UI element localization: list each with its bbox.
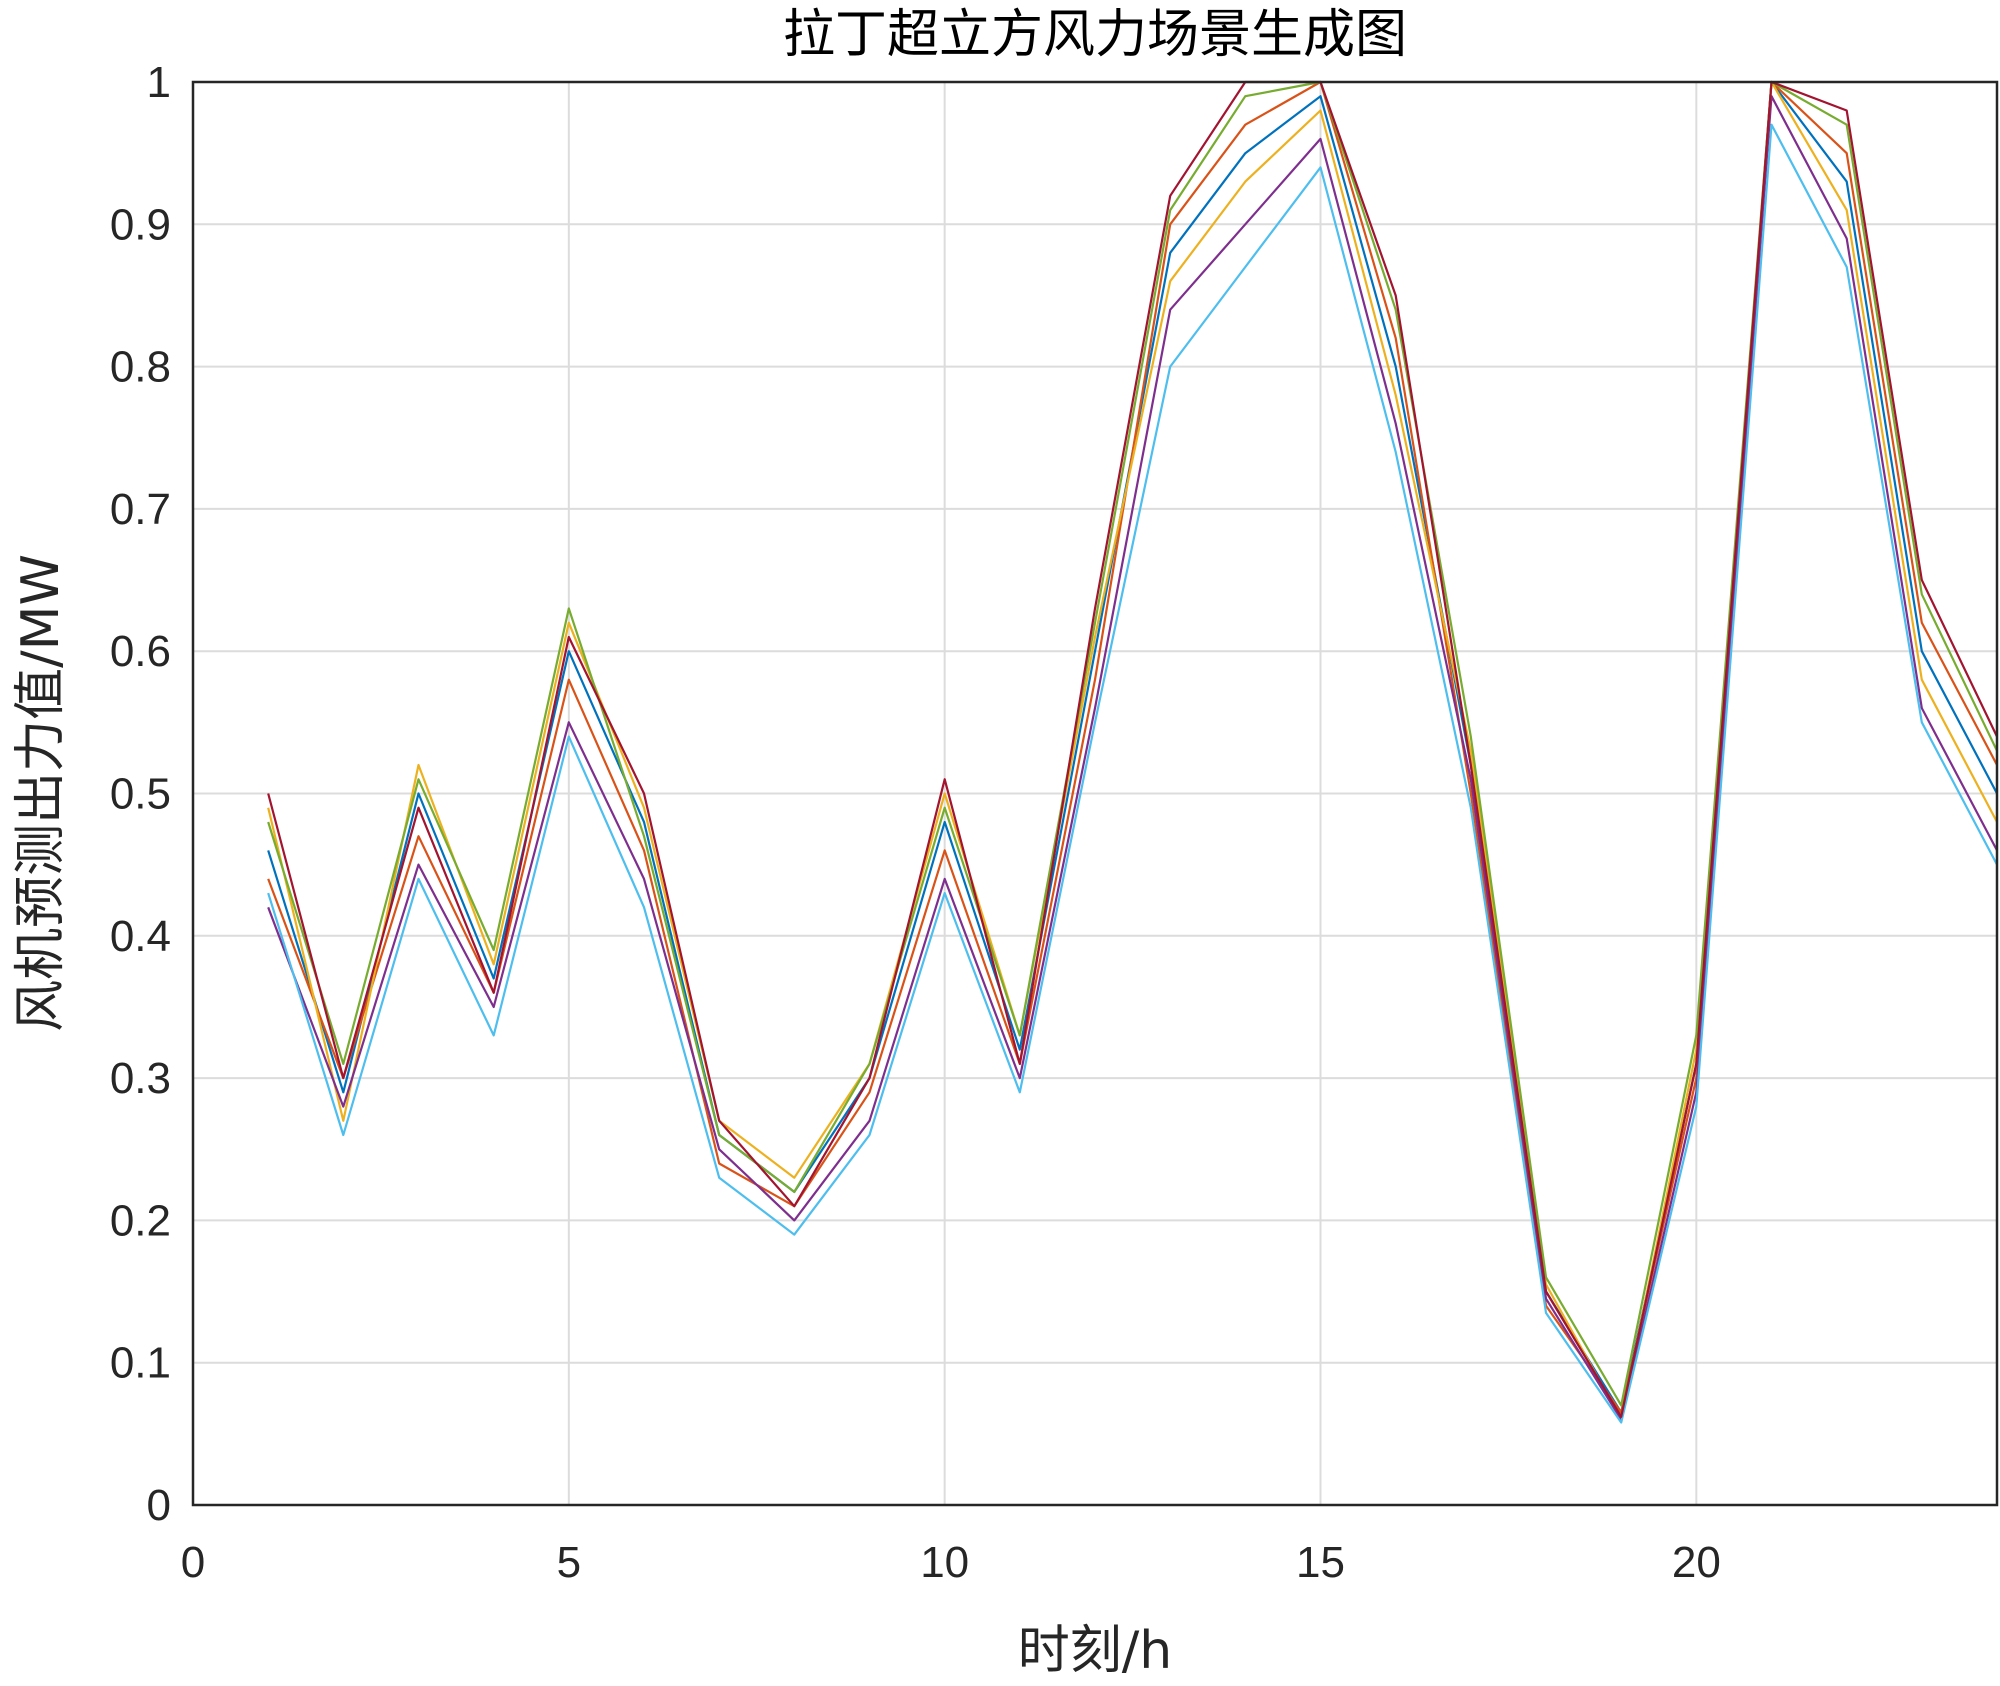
chart-title: 拉丁超立方风力场景生成图 bbox=[783, 5, 1407, 65]
y-tick-label: 0.5 bbox=[110, 770, 171, 819]
series-lines bbox=[267, 80, 1998, 1424]
y-tick-label: 0.4 bbox=[110, 912, 171, 961]
series-line-1 bbox=[267, 80, 1998, 1414]
series-line-5 bbox=[267, 80, 1998, 1407]
y-tick-label: 0.1 bbox=[110, 1339, 171, 1388]
series-line-3 bbox=[267, 80, 1998, 1421]
plot-area-frame bbox=[191, 80, 1999, 1507]
y-tick-label: 0.2 bbox=[110, 1196, 171, 1245]
x-tick-label: 10 bbox=[920, 1538, 969, 1587]
x-tick-label: 20 bbox=[1672, 1538, 1721, 1587]
y-tick-label: 0.8 bbox=[110, 343, 171, 392]
y-tick-label: 0.7 bbox=[110, 485, 171, 534]
series-line-6 bbox=[267, 123, 1998, 1424]
grid bbox=[192, 81, 1997, 1506]
x-axis-label: 时刻/h bbox=[1018, 1621, 1172, 1681]
series-line-7 bbox=[267, 80, 1998, 1418]
x-axis-ticks: 0 5 10 15 20 bbox=[181, 1538, 1721, 1587]
y-tick-label: 0.6 bbox=[110, 627, 171, 676]
series-line-4 bbox=[267, 95, 1998, 1421]
y-tick-label: 1 bbox=[147, 58, 171, 107]
y-tick-label: 0.3 bbox=[110, 1054, 171, 1103]
y-axis-ticks: 0 0.1 0.2 0.3 0.4 0.5 0.6 0.7 0.8 0.9 1 bbox=[110, 58, 171, 1530]
x-tick-label: 5 bbox=[557, 1538, 581, 1587]
series-line-2 bbox=[267, 80, 1998, 1414]
y-tick-label: 0 bbox=[147, 1481, 171, 1530]
x-tick-label: 0 bbox=[181, 1538, 205, 1587]
y-axis-label: 风机预测出力值/MW bbox=[11, 554, 71, 1032]
x-tick-label: 15 bbox=[1296, 1538, 1345, 1587]
y-tick-label: 0.9 bbox=[110, 200, 171, 249]
